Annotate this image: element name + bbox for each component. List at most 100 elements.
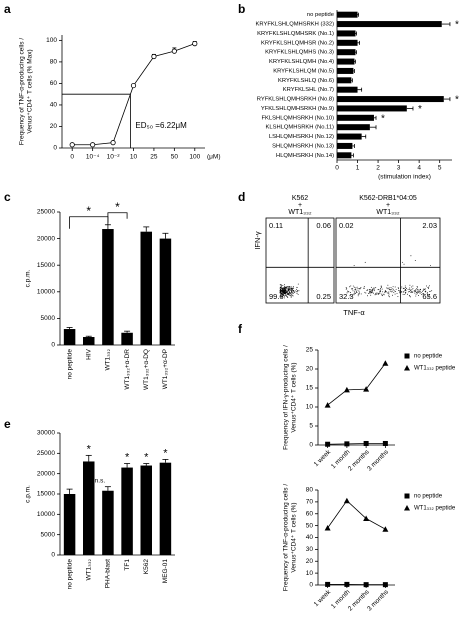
event-dot: [363, 286, 365, 287]
event-dot: [292, 290, 294, 292]
x-tick-label: 4: [417, 165, 421, 172]
event-dot: [404, 285, 406, 287]
bar: [121, 332, 133, 345]
x-tick-label: 25: [150, 154, 158, 161]
event-dot: [409, 295, 411, 297]
marker: [344, 441, 350, 447]
event-dot: [354, 292, 356, 294]
event-dot: [366, 289, 368, 291]
event-dot: [408, 291, 410, 293]
event-dot: [402, 261, 404, 263]
event-dot: [348, 291, 350, 293]
event-dot: [352, 290, 354, 292]
event-dot: [279, 292, 281, 294]
event-dot: [282, 290, 284, 292]
event-dot: [283, 288, 285, 290]
event-dot: [401, 286, 403, 288]
bar: [83, 461, 95, 555]
panel-letter: e: [4, 417, 11, 431]
event-dot: [288, 286, 290, 287]
event-dot: [409, 284, 411, 286]
panel-letter: f: [238, 322, 243, 336]
legend-label: WT1₃₃₂ peptide: [414, 366, 456, 372]
event-dot: [353, 286, 355, 288]
y-tick-label: 0: [51, 342, 55, 349]
y-tick-label: 25000: [37, 209, 55, 216]
event-dot: [405, 291, 407, 293]
event-dot: [289, 286, 291, 287]
event-dot: [293, 290, 294, 292]
bar: [337, 86, 358, 93]
category-label: KRYFKLSHLQMHSRK (No.1): [257, 31, 334, 37]
event-dot: [291, 289, 293, 291]
event-dot: [349, 292, 351, 294]
x-tick-label: K562: [143, 559, 150, 575]
significance-marker: *: [86, 204, 91, 218]
event-dot: [388, 293, 390, 295]
event-dot: [414, 260, 416, 261]
event-dot: [424, 288, 426, 290]
event-dot: [358, 291, 360, 293]
event-dot: [291, 294, 293, 296]
event-dot: [285, 295, 287, 297]
quadrant-value: 0.02: [339, 221, 354, 230]
data-point: [151, 53, 157, 60]
event-dot: [292, 286, 294, 287]
bar: [337, 124, 370, 131]
y-axis-label: Venus⁺CD4⁺ T cells (% Max): [27, 49, 34, 133]
event-dot: [358, 293, 360, 294]
plot-title: K562: [292, 195, 308, 202]
event-dot: [294, 290, 296, 292]
event-dot: [283, 287, 285, 289]
event-dot: [392, 286, 394, 288]
event-dot: [375, 292, 377, 294]
event-dot: [392, 288, 394, 290]
quadrant-value: 0.25: [316, 292, 331, 301]
event-dot: [346, 288, 348, 290]
y-tick-label: 10000: [37, 289, 55, 296]
event-dot: [417, 292, 419, 294]
event-dot: [280, 287, 282, 289]
event-dot: [411, 291, 413, 293]
y-tick-label: 40: [306, 534, 314, 541]
event-dot: [291, 290, 293, 292]
event-dot: [286, 286, 288, 288]
event-dot: [425, 291, 427, 293]
event-dot: [398, 287, 400, 289]
event-dot: [369, 289, 371, 291]
event-dot: [404, 288, 406, 290]
panel-letter: d: [238, 190, 245, 204]
event-dot: [383, 294, 385, 296]
x-tick-label: WT1₃₃₂+α-DP: [162, 349, 169, 389]
event-dot: [419, 289, 421, 291]
plot-title: WT1₃₃₂: [376, 209, 399, 216]
event-dot: [377, 289, 379, 291]
event-dot: [284, 292, 286, 294]
plot-title: +: [298, 202, 302, 209]
bar: [63, 329, 76, 345]
event-dot: [426, 285, 427, 287]
event-dot: [400, 292, 402, 294]
marker: [382, 360, 389, 366]
x-axis-label: TNF-α: [343, 308, 365, 317]
event-dot: [296, 288, 298, 290]
x-tick-label: 5: [438, 165, 442, 172]
event-dot: [349, 295, 351, 297]
legend-label: no peptide: [414, 354, 443, 360]
bar: [337, 133, 362, 140]
y-axis-label: Venus⁺CD4⁺ T cells (%): [291, 362, 298, 432]
event-dot: [375, 287, 377, 289]
category-label: KRYFKLSHLQMH (No.4): [269, 59, 334, 65]
y-tick-label: 20: [50, 123, 58, 130]
event-dot: [413, 290, 415, 292]
event-dot: [393, 292, 395, 293]
data-point: [110, 140, 116, 146]
y-tick-label: 60: [306, 510, 314, 517]
event-dot: [356, 286, 358, 288]
category-label: no peptide: [307, 12, 334, 18]
event-dot: [281, 287, 283, 289]
event-dot: [295, 291, 297, 293]
marker: [404, 505, 410, 511]
event-dot: [367, 295, 369, 297]
